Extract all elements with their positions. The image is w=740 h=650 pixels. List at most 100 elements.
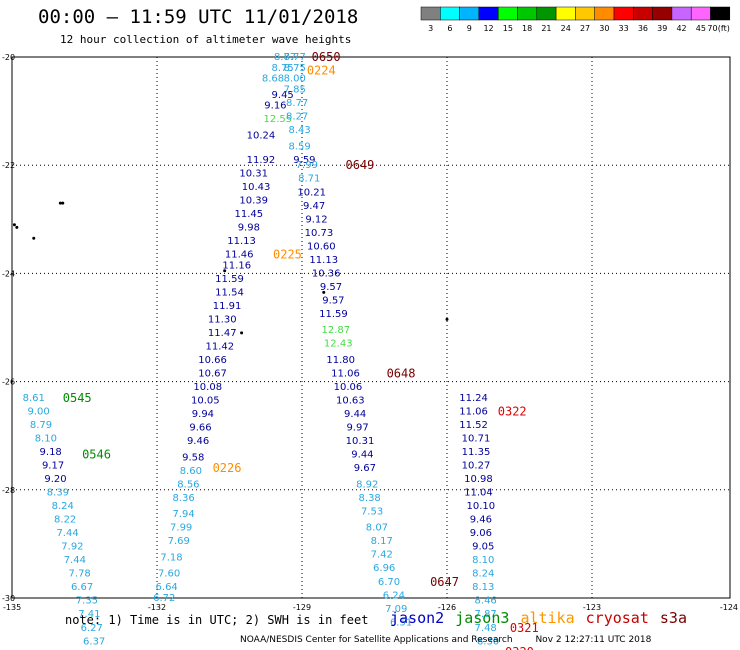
swh-value-label: 8.22 — [54, 515, 76, 526]
x-tick-label: -126 — [438, 603, 456, 612]
swh-value-label: 10.67 — [198, 368, 227, 379]
swh-value-label: 11.52 — [459, 420, 488, 431]
legend-swatch — [420, 6, 441, 21]
legend-unit: (ft) — [718, 24, 730, 33]
swh-value-label: 7.53 — [361, 506, 383, 517]
swh-value-label: 10.66 — [198, 355, 227, 366]
y-tick-label: -20 — [2, 53, 15, 62]
time-tag-label: 0226 — [213, 461, 242, 475]
swh-value-label: 8.59 — [288, 141, 310, 152]
swh-value-label: 10.36 — [312, 268, 341, 279]
swh-value-label: 8.39 — [47, 488, 69, 499]
swh-value-label: 9.46 — [187, 436, 209, 447]
legend-swatch — [517, 6, 538, 21]
credit-line: NOAA/NESDIS Center for Satellite Applica… — [240, 635, 651, 645]
swh-value-label: 8.10 — [35, 433, 57, 444]
time-tag-label: 0647 — [430, 575, 459, 589]
legend-label: 42 — [676, 24, 686, 33]
swh-value-label: 10.06 — [334, 382, 363, 393]
swh-value-label: 8.75 — [272, 63, 294, 74]
swh-value-label: 10.27 — [462, 460, 491, 471]
swh-value-label: 9.00 — [27, 406, 49, 417]
legend-label: 24 — [561, 24, 571, 33]
legend-swatch — [555, 6, 576, 21]
swh-value-label: 9.58 — [182, 452, 204, 463]
time-tag-label: 0321 — [510, 621, 539, 635]
swh-value-label: 8.10 — [472, 555, 494, 566]
satellite-s3a: s3a — [659, 609, 687, 627]
swh-value-label: 8.24 — [472, 569, 494, 580]
swh-value-label: 9.45 — [272, 90, 294, 101]
legend-swatch — [459, 6, 480, 21]
swh-value-label: 11.80 — [326, 355, 355, 366]
swh-value-label: 9.67 — [354, 463, 376, 474]
y-tick-label: -24 — [2, 269, 15, 278]
swh-value-label: 7.18 — [160, 552, 182, 563]
swh-value-label: 9.17 — [42, 460, 64, 471]
time-tag-label: 0225 — [273, 247, 302, 261]
page-subtitle: 12 hour collection of altimeter wave hei… — [60, 33, 352, 46]
swh-value-label: 8.17 — [371, 536, 393, 547]
time-tag-label: 0322 — [498, 404, 527, 418]
swh-value-label: 8.46 — [475, 596, 497, 607]
swh-value-label: 10.31 — [239, 168, 268, 179]
swh-value-label: 9.57 — [322, 295, 344, 306]
timestamp: Nov 2 12:27:11 UTC 2018 — [535, 635, 652, 645]
legend-label: 45 — [696, 24, 706, 33]
island-dot — [322, 290, 326, 294]
swh-value-label: 8.30 — [477, 636, 499, 647]
island-dot — [445, 317, 449, 321]
swh-value-label: 9.18 — [40, 447, 62, 458]
swh-value-label: 10.60 — [307, 241, 336, 252]
y-tick-label: -22 — [2, 161, 15, 170]
swh-value-label: 7.87 — [475, 609, 497, 620]
satellite-altika: altika — [520, 609, 575, 627]
swh-value-label: 6.72 — [153, 593, 175, 604]
swh-value-label: 11.06 — [459, 406, 488, 417]
swh-value-label: 11.54 — [215, 287, 244, 298]
credit-text: NOAA/NESDIS Center for Satellite Applica… — [240, 635, 513, 645]
swh-value-label: 10.05 — [191, 396, 220, 407]
swh-value-label: 9.06 — [470, 528, 492, 539]
swh-value-label: 7.94 — [172, 509, 194, 520]
legend-label: 30 — [599, 24, 609, 33]
swh-value-label: 6.70 — [378, 577, 400, 588]
island-dot — [15, 225, 19, 229]
swh-value-label: 9.46 — [470, 515, 492, 526]
swh-value-label: 10.08 — [193, 382, 222, 393]
swh-value-label: 8.27 — [286, 112, 308, 123]
swh-value-label: 8.92 — [356, 479, 378, 490]
swh-value-label: 9.97 — [346, 423, 368, 434]
island-dot — [58, 201, 62, 205]
legend-swatch — [478, 6, 499, 21]
x-tick-label: -132 — [148, 603, 166, 612]
swh-value-label: 8.79 — [30, 420, 52, 431]
time-tag-label: 0224 — [307, 64, 336, 78]
legend-label: 15 — [503, 24, 513, 33]
swh-value-label: 11.42 — [206, 341, 235, 352]
island-dot — [32, 236, 36, 240]
swh-value-label: 7.44 — [64, 555, 86, 566]
swh-value-label: 10.63 — [336, 396, 365, 407]
swh-value-label: 9.59 — [293, 155, 315, 166]
swh-value-label: 9.66 — [189, 423, 211, 434]
swh-value-label: 7.85 — [284, 84, 306, 95]
swh-value-label: 11.92 — [247, 155, 276, 166]
swh-value-label: 8.61 — [23, 393, 45, 404]
legend-swatch — [440, 6, 460, 21]
swh-value-label: 9.16 — [264, 101, 286, 112]
swh-value-label: 8.60 — [180, 466, 202, 477]
satellite-legend: jason2 jason3 altika cryosat s3a — [390, 609, 687, 627]
legend-label: 18 — [522, 24, 532, 33]
satellite-jason3: jason3 — [455, 609, 510, 627]
swh-value-label: 11.04 — [464, 488, 493, 499]
swh-value-label: 8.71 — [298, 174, 320, 185]
time-tag-label: 0545 — [63, 391, 92, 405]
swh-value-label: 9.44 — [344, 409, 366, 420]
footer-note: note: 1) Time is in UTC; 2) SWH is in fe… — [65, 613, 369, 627]
legend-swatch — [671, 6, 692, 21]
swh-value-label: 12.43 — [324, 339, 353, 350]
swh-value-label: 9.57 — [320, 282, 342, 293]
time-tag-label: 0546 — [82, 448, 111, 462]
